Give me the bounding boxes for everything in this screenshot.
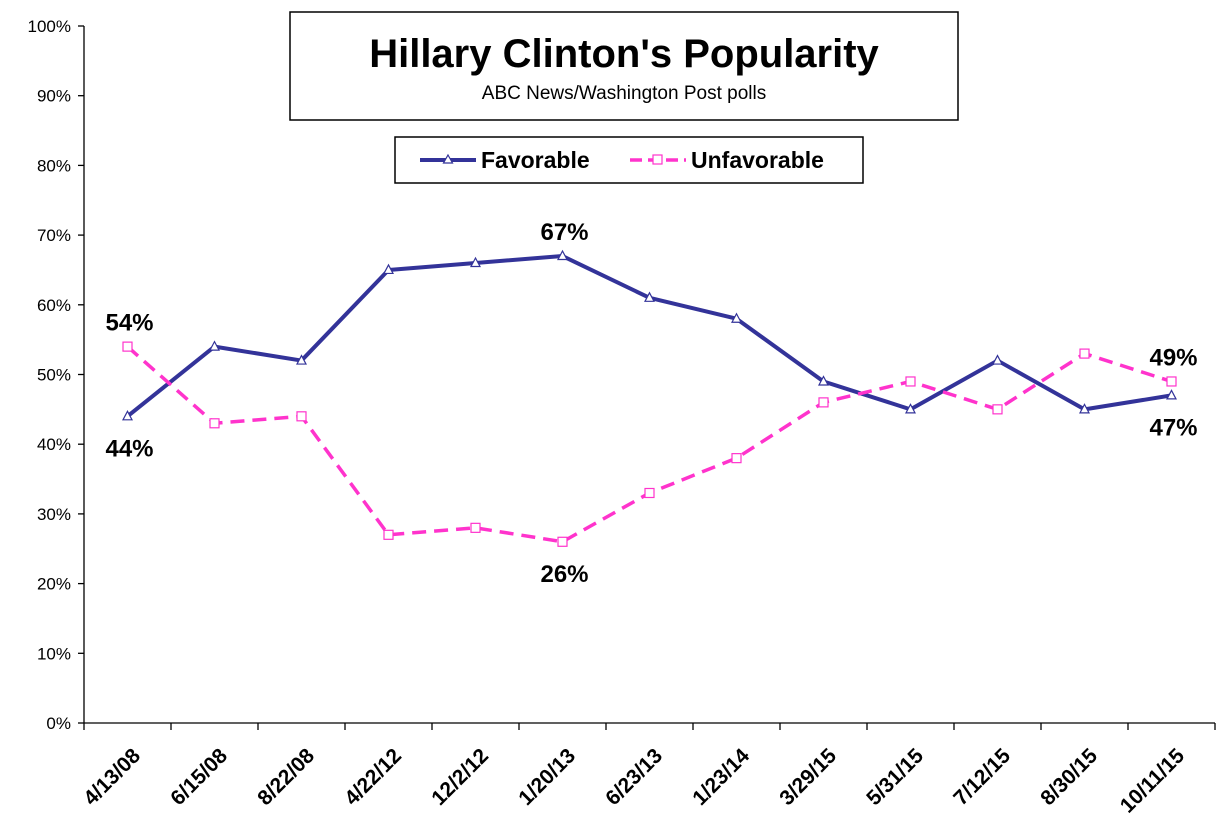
data-point-favorable: [209, 340, 220, 351]
data-point-unfavorable: [818, 397, 829, 408]
data-point-favorable: [296, 354, 307, 365]
title-box: Hillary Clinton's Popularity ABC News/Wa…: [289, 11, 959, 121]
data-label: 26%: [540, 561, 588, 588]
y-tick-label: 40%: [37, 435, 71, 454]
chart-title: Hillary Clinton's Popularity: [369, 32, 879, 76]
legend-item-favorable: Favorable: [420, 147, 590, 173]
data-point-favorable: [905, 403, 916, 414]
data-point-unfavorable: [1079, 348, 1090, 359]
y-tick-label: 70%: [37, 226, 71, 245]
y-tick-label: 60%: [37, 296, 71, 315]
data-point-unfavorable: [644, 487, 655, 499]
data-point-unfavorable: [209, 418, 220, 429]
data-point-unfavorable: [731, 453, 742, 464]
data-point-favorable: [122, 410, 133, 421]
y-tick-label: 20%: [37, 575, 71, 594]
y-tick-label: 10%: [37, 644, 71, 663]
data-point-favorable: [818, 375, 829, 386]
legend-label-unfavorable: Unfavorable: [691, 147, 824, 173]
data-label: 47%: [1149, 414, 1197, 441]
data-label: 49%: [1149, 344, 1197, 371]
series-layer: [122, 249, 1177, 547]
data-label: 67%: [540, 219, 588, 246]
data-point-unfavorable: [1166, 376, 1177, 387]
y-tick-label: 90%: [37, 87, 71, 106]
data-point-favorable: [557, 249, 568, 261]
data-label: 44%: [105, 435, 153, 462]
data-point-unfavorable: [905, 376, 916, 387]
data-point-unfavorable: [557, 536, 568, 547]
y-tick-label: 30%: [37, 505, 71, 524]
legend: Favorable Unfavorable: [394, 136, 864, 184]
data-point-favorable: [644, 291, 655, 302]
y-tick-label: 50%: [37, 366, 71, 385]
legend-item-unfavorable: Unfavorable: [630, 147, 824, 173]
data-point-unfavorable: [296, 411, 307, 422]
data-point-favorable: [1166, 389, 1177, 400]
data-point-favorable: [992, 354, 1003, 365]
data-point-unfavorable: [383, 529, 394, 540]
y-tick-label: 80%: [37, 156, 71, 175]
y-tick-label: 100%: [28, 17, 71, 36]
data-point-unfavorable: [122, 341, 133, 352]
data-point-favorable: [383, 263, 394, 275]
chart-subtitle: ABC News/Washington Post polls: [482, 83, 766, 104]
legend-marker-unfavorable: [652, 154, 663, 165]
data-point-unfavorable: [470, 522, 481, 533]
data-point-favorable: [470, 256, 481, 268]
y-tick-label: 0%: [46, 714, 71, 733]
data-point-favorable: [1079, 403, 1090, 414]
data-labels: 54% 44% 67% 26% 49% 47%: [105, 219, 1197, 588]
data-point-favorable: [731, 312, 742, 323]
data-point-unfavorable: [992, 404, 1003, 415]
data-label: 54%: [105, 310, 153, 337]
legend-marker-favorable: [442, 153, 454, 164]
legend-label-favorable: Favorable: [481, 147, 590, 173]
